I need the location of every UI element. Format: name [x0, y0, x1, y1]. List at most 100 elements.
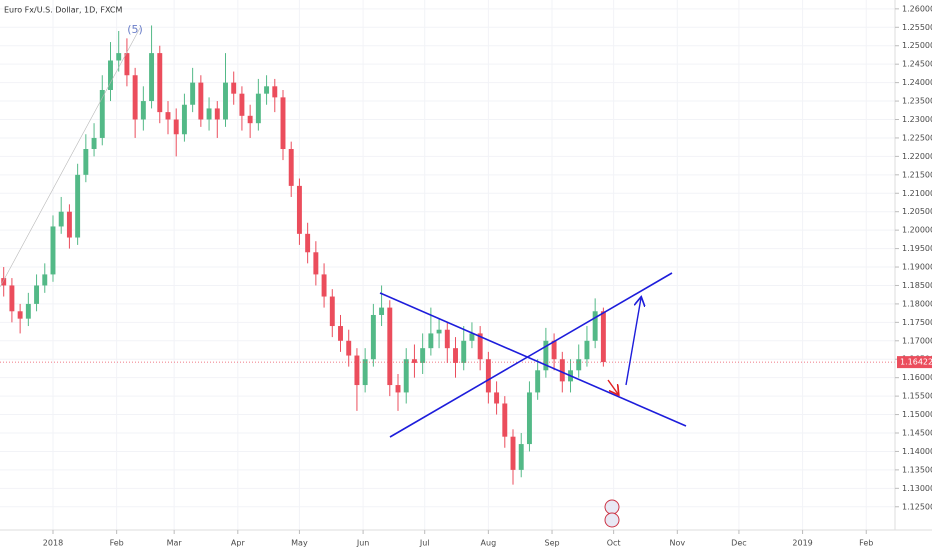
- candle-body: [354, 355, 360, 386]
- candle-body: [510, 436, 516, 470]
- y-tick-label: 1.23500: [902, 97, 932, 106]
- candle-body: [157, 53, 163, 113]
- y-tick-label: 1.12500: [902, 502, 932, 511]
- candle-body: [411, 359, 417, 363]
- candle-body: [559, 359, 565, 382]
- candle-body: [223, 82, 228, 120]
- y-tick-label: 1.21500: [902, 170, 932, 179]
- y-tick-label: 1.17000: [902, 336, 932, 345]
- candle-body: [592, 311, 598, 341]
- candle-body: [576, 359, 582, 371]
- candle-body: [338, 326, 343, 341]
- y-tick-label: 1.25500: [902, 23, 932, 32]
- candle-body: [305, 233, 311, 253]
- candle-body: [420, 348, 426, 363]
- y-tick-label: 1.26000: [902, 4, 932, 13]
- candle-body: [34, 285, 40, 304]
- y-tick-label: 1.19000: [902, 263, 932, 272]
- candle-body: [173, 119, 179, 135]
- candle-body: [313, 252, 319, 275]
- x-tick-label: Aug: [481, 539, 497, 548]
- candle-body: [50, 226, 56, 275]
- candle-body: [543, 340, 549, 371]
- y-tick-label: 1.20000: [902, 226, 932, 235]
- x-tick-label: Jun: [356, 539, 370, 548]
- trend-line: [389, 272, 673, 438]
- x-tick-label: Dec: [731, 539, 746, 548]
- candle-body: [551, 340, 557, 360]
- candle-body: [395, 385, 401, 393]
- candle-body: [494, 392, 500, 404]
- candle-body: [181, 104, 187, 135]
- price-tag: [897, 356, 932, 369]
- wave-line: [0, 27, 141, 288]
- candle-body: [214, 108, 220, 120]
- event-icon: [604, 499, 620, 528]
- x-tick-label: Mar: [167, 539, 183, 548]
- x-tick-label: Nov: [669, 539, 685, 548]
- candle-body: [526, 392, 532, 445]
- candle-body: [25, 303, 31, 319]
- candle-body: [362, 359, 368, 386]
- y-tick-label: 1.15500: [902, 392, 932, 401]
- candle-body: [124, 53, 130, 76]
- candle-body: [485, 359, 491, 393]
- candle-body: [469, 333, 475, 341]
- candle-body: [108, 60, 113, 90]
- y-tick-label: 1.14000: [902, 447, 932, 456]
- y-tick-label: 1.24500: [902, 60, 932, 69]
- candle-body: [346, 340, 352, 356]
- y-tick-label: 1.24000: [902, 78, 932, 87]
- candle-body: [58, 211, 64, 227]
- candle-body: [149, 53, 155, 102]
- arrow: [607, 379, 618, 394]
- candle-body: [198, 82, 204, 120]
- drawings: [0, 27, 687, 528]
- candle-body: [66, 211, 72, 238]
- candle-body: [132, 75, 138, 120]
- y-tick-label: 1.21000: [902, 189, 932, 198]
- arrow: [625, 298, 641, 386]
- y-tick-label: 1.22000: [902, 152, 932, 161]
- y-tick-label: 1.14500: [902, 428, 932, 437]
- candle-body: [535, 370, 541, 393]
- candle-body: [600, 311, 606, 363]
- candle-body: [140, 101, 146, 120]
- candle-body: [239, 93, 245, 116]
- candle-body: [518, 444, 524, 470]
- candle-body: [288, 149, 294, 186]
- candle-body: [428, 333, 434, 349]
- candle-body: [444, 329, 450, 349]
- candle-body: [461, 340, 467, 363]
- candle-body: [1, 278, 7, 286]
- x-tick-label: Apr: [231, 539, 246, 548]
- y-tick-label: 1.18500: [902, 281, 932, 290]
- x-tick-label: 2018: [43, 539, 63, 548]
- candle-body: [272, 86, 278, 98]
- x-tick-label: Sep: [544, 539, 559, 548]
- candle-body: [255, 93, 261, 124]
- y-tick-label: 1.13500: [902, 465, 932, 474]
- y-tick-label: 1.19500: [902, 244, 932, 253]
- candle-body: [321, 274, 327, 297]
- candle-body: [231, 82, 237, 94]
- x-tick-label: Jul: [419, 539, 430, 548]
- candle-body: [436, 329, 442, 334]
- candle-body: [91, 137, 97, 150]
- x-tick-label: May: [291, 539, 308, 548]
- candle-body: [247, 115, 253, 124]
- candle-body: [584, 340, 590, 360]
- price-tag-label: 1.16422: [900, 358, 932, 367]
- candle-body: [329, 296, 335, 327]
- x-tick-label: Feb: [859, 539, 873, 548]
- y-tick-label: 1.18000: [902, 299, 932, 308]
- y-tick-label: 1.13000: [902, 484, 932, 493]
- x-tick-label: Feb: [110, 539, 124, 548]
- candle-body: [280, 97, 286, 150]
- candle-body: [99, 89, 105, 138]
- trend-line: [379, 292, 687, 427]
- candle-body: [387, 307, 393, 386]
- candle-body: [83, 149, 89, 175]
- candle-body: [206, 108, 212, 120]
